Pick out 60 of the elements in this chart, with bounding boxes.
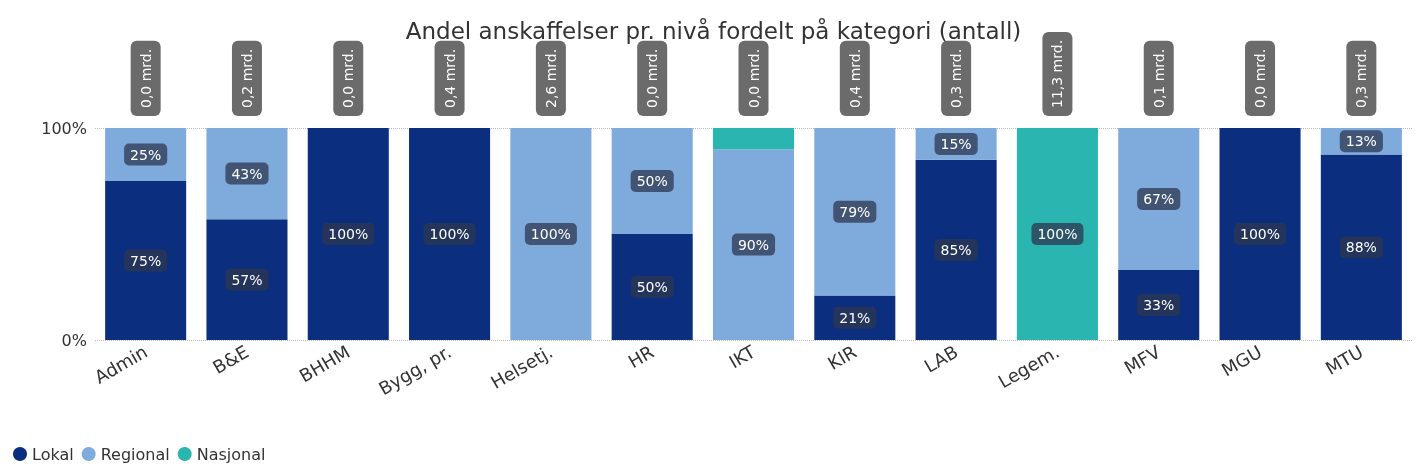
data-label: 85%	[940, 241, 972, 258]
annotation: 0,4 mrd.	[846, 48, 863, 108]
data-label: 75%	[130, 252, 162, 269]
data-label: 90%	[737, 236, 770, 253]
bar	[206, 219, 288, 340]
data-label: 50%	[636, 173, 668, 189]
annotation: 0,1 mrd.	[1150, 48, 1167, 108]
x-tick-label: HR	[624, 340, 658, 373]
data-label: 100%	[1037, 226, 1078, 242]
annotation: 0,0 mrd.	[340, 48, 357, 108]
data-label: 43%	[231, 165, 263, 182]
data-label: 79%	[839, 203, 871, 220]
bar	[712, 128, 795, 150]
bar	[1219, 128, 1301, 340]
annotation: 0,0 mrd.	[745, 48, 762, 108]
annotation: 2,6 mrd.	[542, 48, 559, 108]
bar	[915, 159, 997, 340]
x-tick-label: KIR	[823, 340, 861, 374]
bar	[611, 234, 693, 340]
annotation: 0,4 mrd.	[441, 48, 458, 108]
bar	[307, 128, 389, 340]
annotation: 0,0 mrd.	[644, 48, 661, 108]
legend-label: Nasjonal	[196, 444, 266, 464]
y-tick-label: 0%	[61, 330, 87, 350]
data-label: 100%	[328, 226, 369, 242]
legend-label: Lokal	[32, 444, 74, 464]
data-label: 88%	[1345, 239, 1377, 256]
x-tick-label: B&E	[209, 340, 253, 378]
x-tick-label: IKT	[725, 340, 760, 373]
data-label: 57%	[231, 271, 263, 288]
bar	[712, 149, 795, 340]
x-tick-label: MTU	[1321, 340, 1367, 379]
data-label: 13%	[1345, 133, 1377, 150]
annotation: 0,3 mrd.	[1353, 48, 1370, 108]
bar	[510, 128, 592, 340]
x-tick-label: Bygg, pr.	[374, 340, 455, 400]
data-label: 25%	[130, 146, 162, 163]
bar	[1016, 128, 1098, 340]
data-label: 15%	[940, 135, 972, 152]
legend-label: Regional	[100, 444, 170, 464]
annotation: 0,2 mrd.	[238, 48, 255, 108]
data-label: 100%	[1240, 226, 1281, 242]
data-label: 50%	[636, 279, 668, 295]
data-label: 100%	[429, 226, 470, 242]
chart-title: Andel anskaffelser pr. nivå fordelt på kategori (antall)	[405, 16, 1022, 44]
data-label: 21%	[839, 309, 871, 326]
annotation: 0,0 mrd.	[1252, 48, 1269, 108]
data-label: 33%	[1143, 297, 1175, 314]
x-tick-label: MFV	[1120, 340, 1165, 379]
data-label: 67%	[1143, 191, 1175, 208]
annotation: 11,3 mrd.	[1049, 39, 1066, 108]
bar	[409, 128, 491, 340]
x-tick-label: LAB	[920, 340, 962, 377]
bar	[814, 128, 896, 296]
annotation: 0,0 mrd.	[137, 48, 154, 108]
bar	[611, 128, 693, 234]
bar	[1118, 128, 1200, 271]
bar	[105, 181, 187, 340]
data-label: 100%	[530, 226, 571, 242]
annotation: 0,3 mrd.	[948, 48, 965, 108]
